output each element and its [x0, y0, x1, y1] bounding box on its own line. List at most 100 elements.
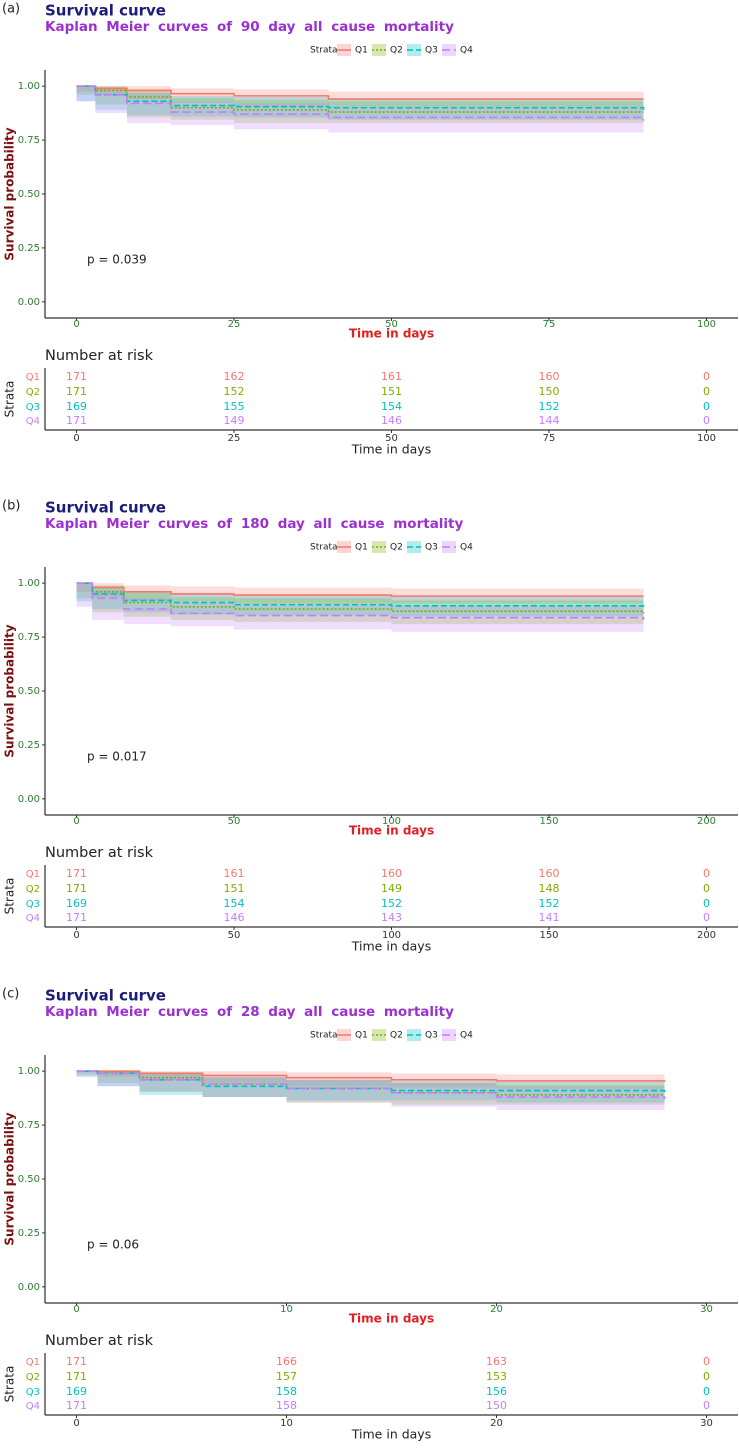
risk-count: 157: [276, 1370, 297, 1383]
x-tick-label: 25: [228, 319, 241, 330]
risk-count: 171: [66, 882, 87, 895]
risk-x-tick-label: 30: [700, 1418, 713, 1429]
y-tick-label: 1.00: [18, 578, 40, 589]
chart-title: Survival curve: [45, 499, 166, 517]
risk-count: 0: [703, 1399, 710, 1412]
legend-label: Q3: [425, 46, 438, 56]
x-tick-label: 75: [543, 319, 556, 330]
legend-label: Q3: [425, 543, 438, 553]
risk-y-title: Strata: [3, 1366, 17, 1403]
risk-count: 171: [66, 867, 87, 880]
risk-x-tick-label: 25: [228, 433, 241, 444]
risk-count: 153: [486, 1370, 507, 1383]
y-tick-label: 0.75: [18, 1120, 40, 1131]
y-tick-label: 0.50: [18, 1174, 40, 1185]
risk-x-tick-label: 0: [73, 433, 79, 444]
chart-subtitle: Kaplan Meier curves of 28 day all cause …: [45, 1004, 454, 1020]
confidence-band: [76, 583, 644, 604]
risk-count: 0: [703, 400, 710, 413]
x-axis-title: Time in days: [349, 327, 434, 341]
risk-count: 151: [381, 385, 402, 398]
risk-x-tick-label: 0: [73, 1418, 79, 1429]
legend-label: Q2: [390, 543, 403, 553]
risk-count: 169: [66, 897, 87, 910]
risk-count: 158: [276, 1399, 297, 1412]
x-tick-label: 30: [700, 1304, 713, 1315]
risk-count: 152: [224, 385, 245, 398]
risk-x-tick-label: 50: [385, 433, 398, 444]
risk-row-label: Q3: [26, 899, 40, 910]
x-tick-label: 150: [539, 816, 558, 827]
risk-count: 149: [224, 414, 245, 427]
x-axis-title: Time in days: [349, 1312, 434, 1326]
y-tick-label: 0.75: [18, 632, 40, 643]
confidence-band: [76, 86, 644, 133]
legend-label: Q1: [355, 543, 368, 553]
panel-label: (c): [2, 987, 19, 1002]
survival-curve: [76, 85, 645, 121]
risk-count: 160: [381, 867, 402, 880]
risk-row-label: Q1: [26, 869, 40, 880]
risk-row-label: Q1: [26, 1357, 40, 1368]
risk-count: 171: [66, 1355, 87, 1368]
legend-key: [407, 1029, 421, 1041]
survival-curve: [76, 1070, 666, 1100]
risk-title: Number at risk: [45, 845, 154, 861]
x-tick-label: 100: [697, 319, 716, 330]
risk-count: 161: [224, 867, 245, 880]
y-axis-title: Survival probability: [3, 624, 17, 757]
risk-count: 141: [539, 911, 560, 924]
risk-count: 146: [224, 911, 245, 924]
risk-count: 169: [66, 1385, 87, 1398]
risk-x-tick-label: 200: [697, 930, 716, 941]
risk-count: 154: [224, 897, 245, 910]
chart-subtitle: Kaplan Meier curves of 180 day all cause…: [45, 516, 464, 532]
y-tick-label: 0.50: [18, 686, 40, 697]
risk-row-label: Q3: [26, 402, 40, 413]
risk-count: 0: [703, 897, 710, 910]
confidence-band: [76, 583, 644, 632]
p-value: p = 0.017: [87, 750, 147, 764]
confidence-band: [76, 86, 644, 120]
y-tick-label: 1.00: [18, 1066, 40, 1077]
risk-count: 171: [66, 385, 87, 398]
risk-count: 0: [703, 867, 710, 880]
risk-row-label: Q4: [26, 416, 40, 427]
x-tick-label: 10: [280, 1304, 293, 1315]
survival-curve: [76, 582, 645, 620]
risk-x-title: Time in days: [351, 442, 431, 457]
survival-curve: [76, 85, 644, 113]
risk-row-label: Q4: [26, 913, 40, 924]
y-tick-label: 0.25: [18, 740, 40, 751]
confidence-band: [76, 583, 644, 617]
risk-x-tick-label: 10: [280, 1418, 293, 1429]
risk-count: 158: [276, 1385, 297, 1398]
legend-title: Strata: [310, 543, 338, 553]
risk-x-tick-label: 100: [382, 930, 401, 941]
y-tick-label: 0.75: [18, 135, 40, 146]
legend-key: [372, 44, 386, 56]
risk-count: 0: [703, 414, 710, 427]
x-tick-label: 200: [697, 816, 716, 827]
panel-label: (a): [2, 2, 20, 17]
risk-x-title: Time in days: [351, 1427, 431, 1442]
risk-count: 144: [539, 414, 560, 427]
x-tick-label: 0: [73, 1304, 79, 1315]
x-tick-label: 0: [73, 816, 79, 827]
legend-key: [372, 541, 386, 553]
risk-count: 0: [703, 911, 710, 924]
y-tick-label: 0.50: [18, 189, 40, 200]
risk-x-tick-label: 100: [697, 433, 716, 444]
risk-row-label: Q2: [26, 387, 40, 398]
risk-count: 156: [486, 1385, 507, 1398]
risk-count: 166: [276, 1355, 297, 1368]
legend-label: Q3: [425, 1031, 438, 1041]
risk-count: 171: [66, 1399, 87, 1412]
risk-count: 0: [703, 370, 710, 383]
risk-count: 171: [66, 1370, 87, 1383]
risk-count: 148: [539, 882, 560, 895]
risk-count: 0: [703, 1385, 710, 1398]
risk-count: 154: [381, 400, 402, 413]
risk-count: 0: [703, 1370, 710, 1383]
